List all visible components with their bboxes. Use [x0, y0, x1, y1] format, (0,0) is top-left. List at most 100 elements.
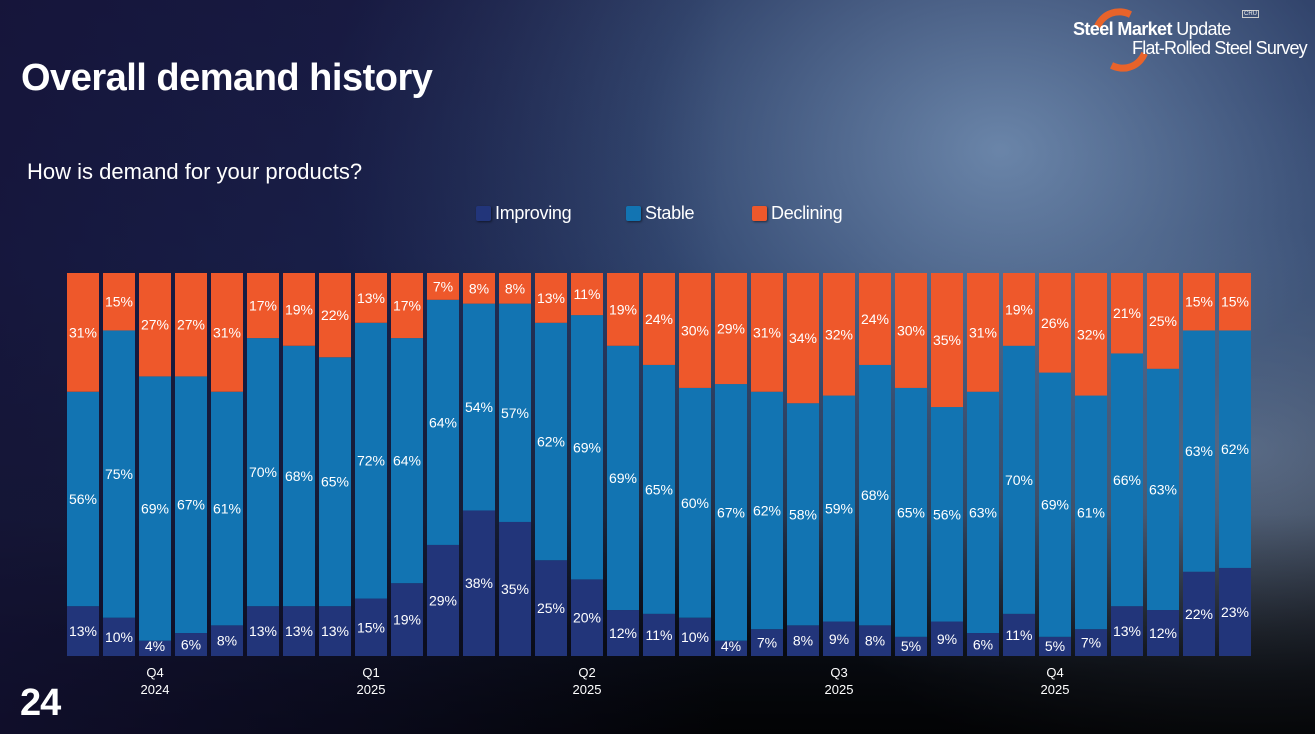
bar-9: 15% 72% 13%	[355, 273, 387, 656]
data-label-improving: 12%	[609, 625, 637, 641]
bar-segment-declining	[931, 273, 963, 408]
bar-segment-stable	[355, 322, 387, 599]
data-label-declining: 8%	[505, 280, 525, 296]
data-label-improving: 10%	[105, 629, 133, 645]
bar-segment-declining	[1147, 273, 1179, 369]
data-label-stable: 56%	[69, 491, 97, 507]
bar-segment-declining	[895, 273, 927, 388]
data-label-improving: 7%	[1081, 635, 1101, 651]
bar-segment-improving	[499, 521, 531, 656]
bar-segment-improving	[67, 606, 99, 656]
bar-20: 7% 62% 31%	[751, 273, 783, 656]
bar-14: 25% 62% 13%	[535, 273, 567, 656]
data-label-improving: 9%	[829, 631, 849, 647]
logo-line-2: Flat-Rolled Steel Survey	[1132, 38, 1308, 58]
bar-segment-stable	[931, 407, 963, 622]
data-label-declining: 34%	[789, 330, 817, 346]
bar-26: 6% 63% 31%	[967, 273, 999, 656]
data-label-improving: 6%	[973, 637, 993, 653]
data-label-stable: 70%	[249, 464, 277, 480]
bar-segment-improving	[1111, 606, 1143, 656]
x-tick-quarter: Q2	[578, 665, 595, 680]
x-tick-year: 2025	[825, 682, 854, 697]
data-label-declining: 15%	[105, 294, 133, 310]
bar-segment-stable	[283, 345, 315, 607]
bar-2: 10% 75% 15%	[103, 273, 135, 656]
data-label-improving: 13%	[249, 623, 277, 639]
bar-segment-improving	[1039, 636, 1071, 656]
data-label-stable: 60%	[681, 495, 709, 511]
bar-segment-improving	[463, 510, 495, 656]
bar-segment-stable	[967, 391, 999, 634]
x-tick-year: 2025	[1041, 682, 1070, 697]
bar-segment-declining	[391, 273, 423, 339]
logo-line-1: Steel Market Update	[1073, 19, 1231, 40]
bar-segment-declining	[535, 273, 567, 323]
data-label-improving: 9%	[937, 631, 957, 647]
data-label-stable: 75%	[105, 466, 133, 482]
bar-segment-declining	[571, 273, 603, 316]
bar-segment-stable	[1039, 372, 1071, 637]
data-label-improving: 12%	[1149, 625, 1177, 641]
bar-32: 22% 63% 15%	[1183, 273, 1215, 656]
data-label-improving: 5%	[1045, 638, 1065, 654]
bar-31: 12% 63% 25%	[1147, 273, 1179, 656]
x-tick-year: 2024	[141, 682, 170, 697]
legend-label-stable: Stable	[645, 203, 695, 223]
data-label-stable: 63%	[969, 504, 997, 520]
data-label-declining: 15%	[1185, 294, 1213, 310]
data-label-improving: 13%	[321, 623, 349, 639]
bar-17: 11% 65% 24%	[643, 273, 675, 656]
bar-5: 8% 61% 31%	[211, 273, 243, 656]
bar-8: 13% 65% 22%	[319, 273, 351, 656]
bar-4: 6% 67% 27%	[175, 273, 207, 656]
bar-segment-improving	[1183, 571, 1215, 656]
bar-1: 13% 56% 31%	[67, 273, 99, 656]
bar-segment-improving	[1003, 613, 1035, 656]
data-label-declining: 19%	[1005, 301, 1033, 317]
data-label-stable: 61%	[1077, 504, 1105, 520]
x-tick-quarter: Q1	[362, 665, 379, 680]
legend-item-improving: Improving	[476, 203, 572, 224]
bar-23: 8% 68% 24%	[859, 273, 891, 656]
legend-swatch-improving	[476, 206, 491, 221]
data-label-improving: 8%	[217, 633, 237, 649]
data-label-declining: 21%	[1113, 305, 1141, 321]
legend-item-stable: Stable	[626, 203, 695, 224]
data-label-stable: 59%	[825, 501, 853, 517]
data-label-declining: 17%	[393, 298, 421, 314]
chart-question: How is demand for your products?	[27, 159, 363, 184]
bar-30: 13% 66% 21%	[1111, 273, 1143, 656]
data-label-improving: 11%	[1006, 627, 1033, 643]
data-label-declining: 26%	[1041, 315, 1069, 331]
data-label-improving: 5%	[901, 638, 921, 654]
data-label-declining: 32%	[1077, 326, 1105, 342]
data-label-stable: 57%	[501, 405, 529, 421]
bar-28: 5% 69% 26%	[1039, 273, 1071, 656]
data-label-declining: 31%	[969, 324, 997, 340]
bar-3: 4% 69% 27%	[139, 273, 171, 656]
data-label-stable: 68%	[861, 487, 889, 503]
bar-segment-declining	[679, 273, 711, 388]
x-tick-quarter: Q4	[146, 665, 163, 680]
bar-segment-improving	[715, 640, 747, 656]
bar-segment-declining	[1219, 273, 1251, 331]
page-title: Overall demand history	[21, 57, 433, 99]
bar-segment-improving	[355, 598, 387, 656]
data-label-declining: 31%	[69, 324, 97, 340]
data-label-stable: 54%	[465, 399, 493, 415]
bar-segment-improving	[571, 579, 603, 656]
bar-segment-stable	[175, 376, 207, 634]
bar-12: 38% 54% 8%	[463, 273, 495, 656]
bar-segment-improving	[607, 610, 639, 656]
bar-7: 13% 68% 19%	[283, 273, 315, 656]
bar-segment-declining	[103, 273, 135, 331]
bar-segment-declining	[607, 273, 639, 346]
data-label-stable: 62%	[1221, 441, 1249, 457]
data-label-improving: 13%	[1113, 623, 1141, 639]
data-label-stable: 65%	[897, 504, 925, 520]
data-label-improving: 35%	[501, 581, 529, 597]
data-label-stable: 72%	[357, 453, 385, 469]
bar-segment-stable	[643, 364, 675, 614]
